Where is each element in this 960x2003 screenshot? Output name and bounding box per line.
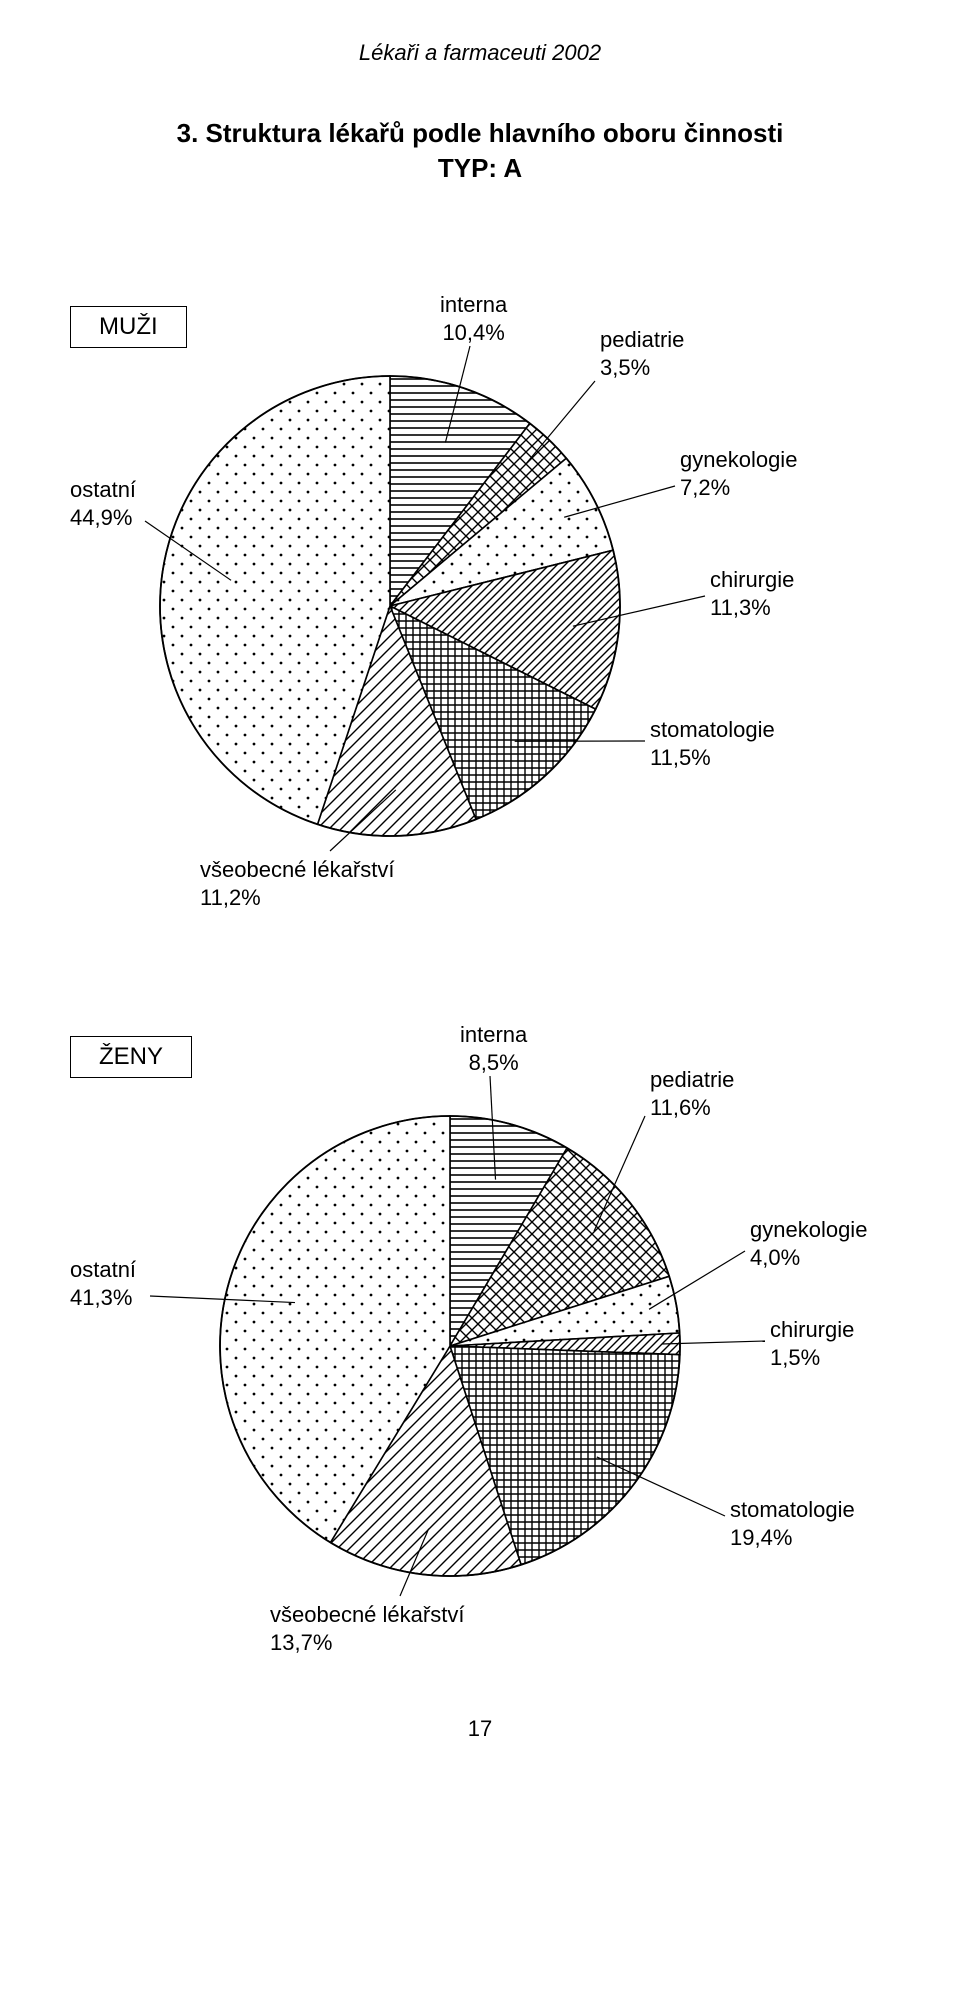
label-pediatrie-1: pediatrie3,5% (600, 326, 684, 381)
title-line-2: TYP: A (438, 153, 522, 183)
page-title: 3. Struktura lékařů podle hlavního oboru… (70, 116, 890, 186)
label-chirurgie-1: chirurgie11,3% (710, 566, 794, 621)
label-stomatologie-1: stomatologie11,5% (650, 716, 775, 771)
label-gynekologie-2: gynekologie4,0% (750, 1216, 867, 1271)
title-line-1: 3. Struktura lékařů podle hlavního oboru… (177, 118, 784, 148)
label-ostatni-2: ostatní41,3% (70, 1256, 136, 1311)
label-vseobecne-1: všeobecné lékařství11,2% (200, 856, 394, 911)
label-gynekologie-1: gynekologie7,2% (680, 446, 797, 501)
label-chirurgie-2: chirurgie1,5% (770, 1316, 854, 1371)
pie-svg-women (70, 976, 890, 1656)
pie-chart-men: MUŽI interna10,4% pediatrie3,5% gynekolo… (70, 236, 890, 916)
document-header: Lékaři a farmaceuti 2002 (70, 40, 890, 66)
label-interna-2: interna8,5% (460, 1021, 527, 1076)
page-number: 17 (70, 1716, 890, 1742)
label-ostatni-1: ostatní44,9% (70, 476, 136, 531)
label-interna-1: interna10,4% (440, 291, 507, 346)
label-pediatrie-2: pediatrie11,6% (650, 1066, 734, 1121)
pie-chart-women: ŽENY interna8,5% pediatrie11,6% gynekolo… (70, 976, 890, 1656)
label-vseobecne-2: všeobecné lékařství13,7% (270, 1601, 464, 1656)
label-stomatologie-2: stomatologie19,4% (730, 1496, 855, 1551)
